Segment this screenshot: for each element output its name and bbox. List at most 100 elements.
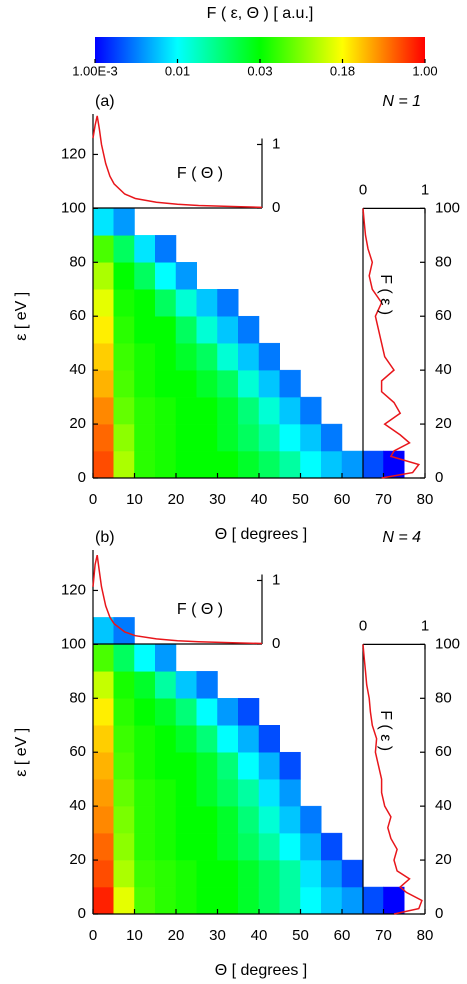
x-tick-label: 10 <box>126 927 143 944</box>
heatmap-cell <box>279 832 301 861</box>
heatmap-cell <box>217 396 239 425</box>
heatmap-cell <box>238 423 260 452</box>
heatmap-cell <box>175 423 197 452</box>
heatmap-cell <box>113 342 135 371</box>
heatmap-cell <box>238 725 260 753</box>
heatmap-cell <box>217 698 239 726</box>
heatmap-cell <box>217 751 239 780</box>
heatmap-cell <box>321 886 343 915</box>
heatmap-cell <box>92 208 114 236</box>
heatmap-cell <box>175 698 197 726</box>
heatmap-cell <box>92 262 114 290</box>
heatmap-cell <box>155 886 177 915</box>
heatmap-cell <box>113 289 135 317</box>
inset-x-tick-label: 1 <box>421 181 429 198</box>
y-tick-label: 60 <box>69 307 86 324</box>
heatmap-cell <box>113 805 135 834</box>
heatmap-cell <box>113 886 135 915</box>
heatmap-cell <box>175 396 197 425</box>
heatmap-cell <box>175 450 197 479</box>
heatmap-cell <box>196 886 218 915</box>
y-tick-label: 0 <box>78 905 86 922</box>
heatmap-cell <box>279 396 301 425</box>
heatmap-cell <box>279 886 301 915</box>
heatmap-cell <box>196 671 218 699</box>
heatmap-cell <box>196 369 218 398</box>
heatmap-cell <box>175 315 197 344</box>
heatmap-cell <box>92 369 114 398</box>
heatmap-cell <box>134 396 156 425</box>
x-tick-label: 60 <box>334 491 351 508</box>
heatmap-cell <box>258 886 280 915</box>
heatmap-cell <box>300 886 322 915</box>
x-tick-label: 30 <box>209 927 226 944</box>
heatmap-cell <box>175 805 197 834</box>
heatmap-cell <box>134 369 156 398</box>
heatmap-cell <box>238 805 260 834</box>
heatmap-cell <box>134 778 156 807</box>
heatmap-cell <box>155 698 177 726</box>
heatmap-cell <box>217 832 239 861</box>
y-tick-label: 20 <box>69 415 86 432</box>
heatmap-cell <box>155 289 177 317</box>
heatmap-cell <box>300 396 322 425</box>
heatmap-cell <box>217 778 239 807</box>
heatmap-cell <box>238 450 260 479</box>
heatmap-cell <box>175 262 197 290</box>
heatmap-cell <box>134 805 156 834</box>
heatmap-cell <box>238 342 260 371</box>
heatmap-cell <box>113 832 135 861</box>
heatmap-cell <box>155 369 177 398</box>
x-tick-label: 20 <box>168 491 185 508</box>
heatmap-cell <box>279 778 301 807</box>
x-tick-label: 50 <box>292 491 309 508</box>
x-tick-label: 20 <box>168 927 185 944</box>
inset-y-tick-label: 0 <box>272 635 280 652</box>
inset-x-tick-label: 0 <box>359 181 367 198</box>
heatmap-cell <box>155 315 177 344</box>
heatmap-cell <box>217 289 239 317</box>
heatmap-cell <box>92 342 114 371</box>
heatmap-cell <box>92 315 114 344</box>
heatmap-cell <box>155 778 177 807</box>
inset-y-tick-label: 0 <box>272 199 280 216</box>
inset-label: F ( Θ ) <box>177 165 223 182</box>
heatmap-cell <box>196 289 218 317</box>
colorbar <box>95 37 425 63</box>
heatmap-cell <box>175 778 197 807</box>
heatmap-cell <box>155 805 177 834</box>
heatmap-cell <box>175 886 197 915</box>
y-tick-label: 0 <box>78 469 86 486</box>
inset-y-tick-label: 40 <box>435 361 452 378</box>
heatmap-cell <box>196 778 218 807</box>
heatmap-cell <box>155 342 177 371</box>
heatmap-cell <box>155 832 177 861</box>
heatmap-cell <box>258 369 280 398</box>
x-tick-label: 30 <box>209 491 226 508</box>
colorbar-tick-label: 1.00 <box>412 63 437 78</box>
heatmap-cell <box>155 450 177 479</box>
heatmap-cell <box>92 698 114 726</box>
heatmap-cell <box>113 450 135 479</box>
heatmap-cell <box>321 423 343 452</box>
heatmap-cell <box>175 342 197 371</box>
heatmap-cell <box>258 805 280 834</box>
heatmap-cell <box>196 342 218 371</box>
heatmap-cell <box>113 423 135 452</box>
y-tick-label: 20 <box>69 851 86 868</box>
heatmap-cell <box>258 423 280 452</box>
inset-y-tick-label: 0 <box>435 469 443 486</box>
heatmap-cell <box>92 450 114 479</box>
inset-y-tick-label: 0 <box>435 905 443 922</box>
heatmap-cell <box>175 289 197 317</box>
heatmap-cell <box>258 396 280 425</box>
heatmap-cell <box>113 396 135 425</box>
inset-line <box>92 554 263 645</box>
heatmap-cell <box>175 832 197 861</box>
heatmap-cell <box>321 450 343 479</box>
colorbar-tick-label: 0.01 <box>165 63 190 78</box>
heatmap-cell <box>92 396 114 425</box>
heatmap-cell <box>217 859 239 888</box>
y-tick-label: 40 <box>69 797 86 814</box>
heatmap-cell <box>155 644 177 672</box>
